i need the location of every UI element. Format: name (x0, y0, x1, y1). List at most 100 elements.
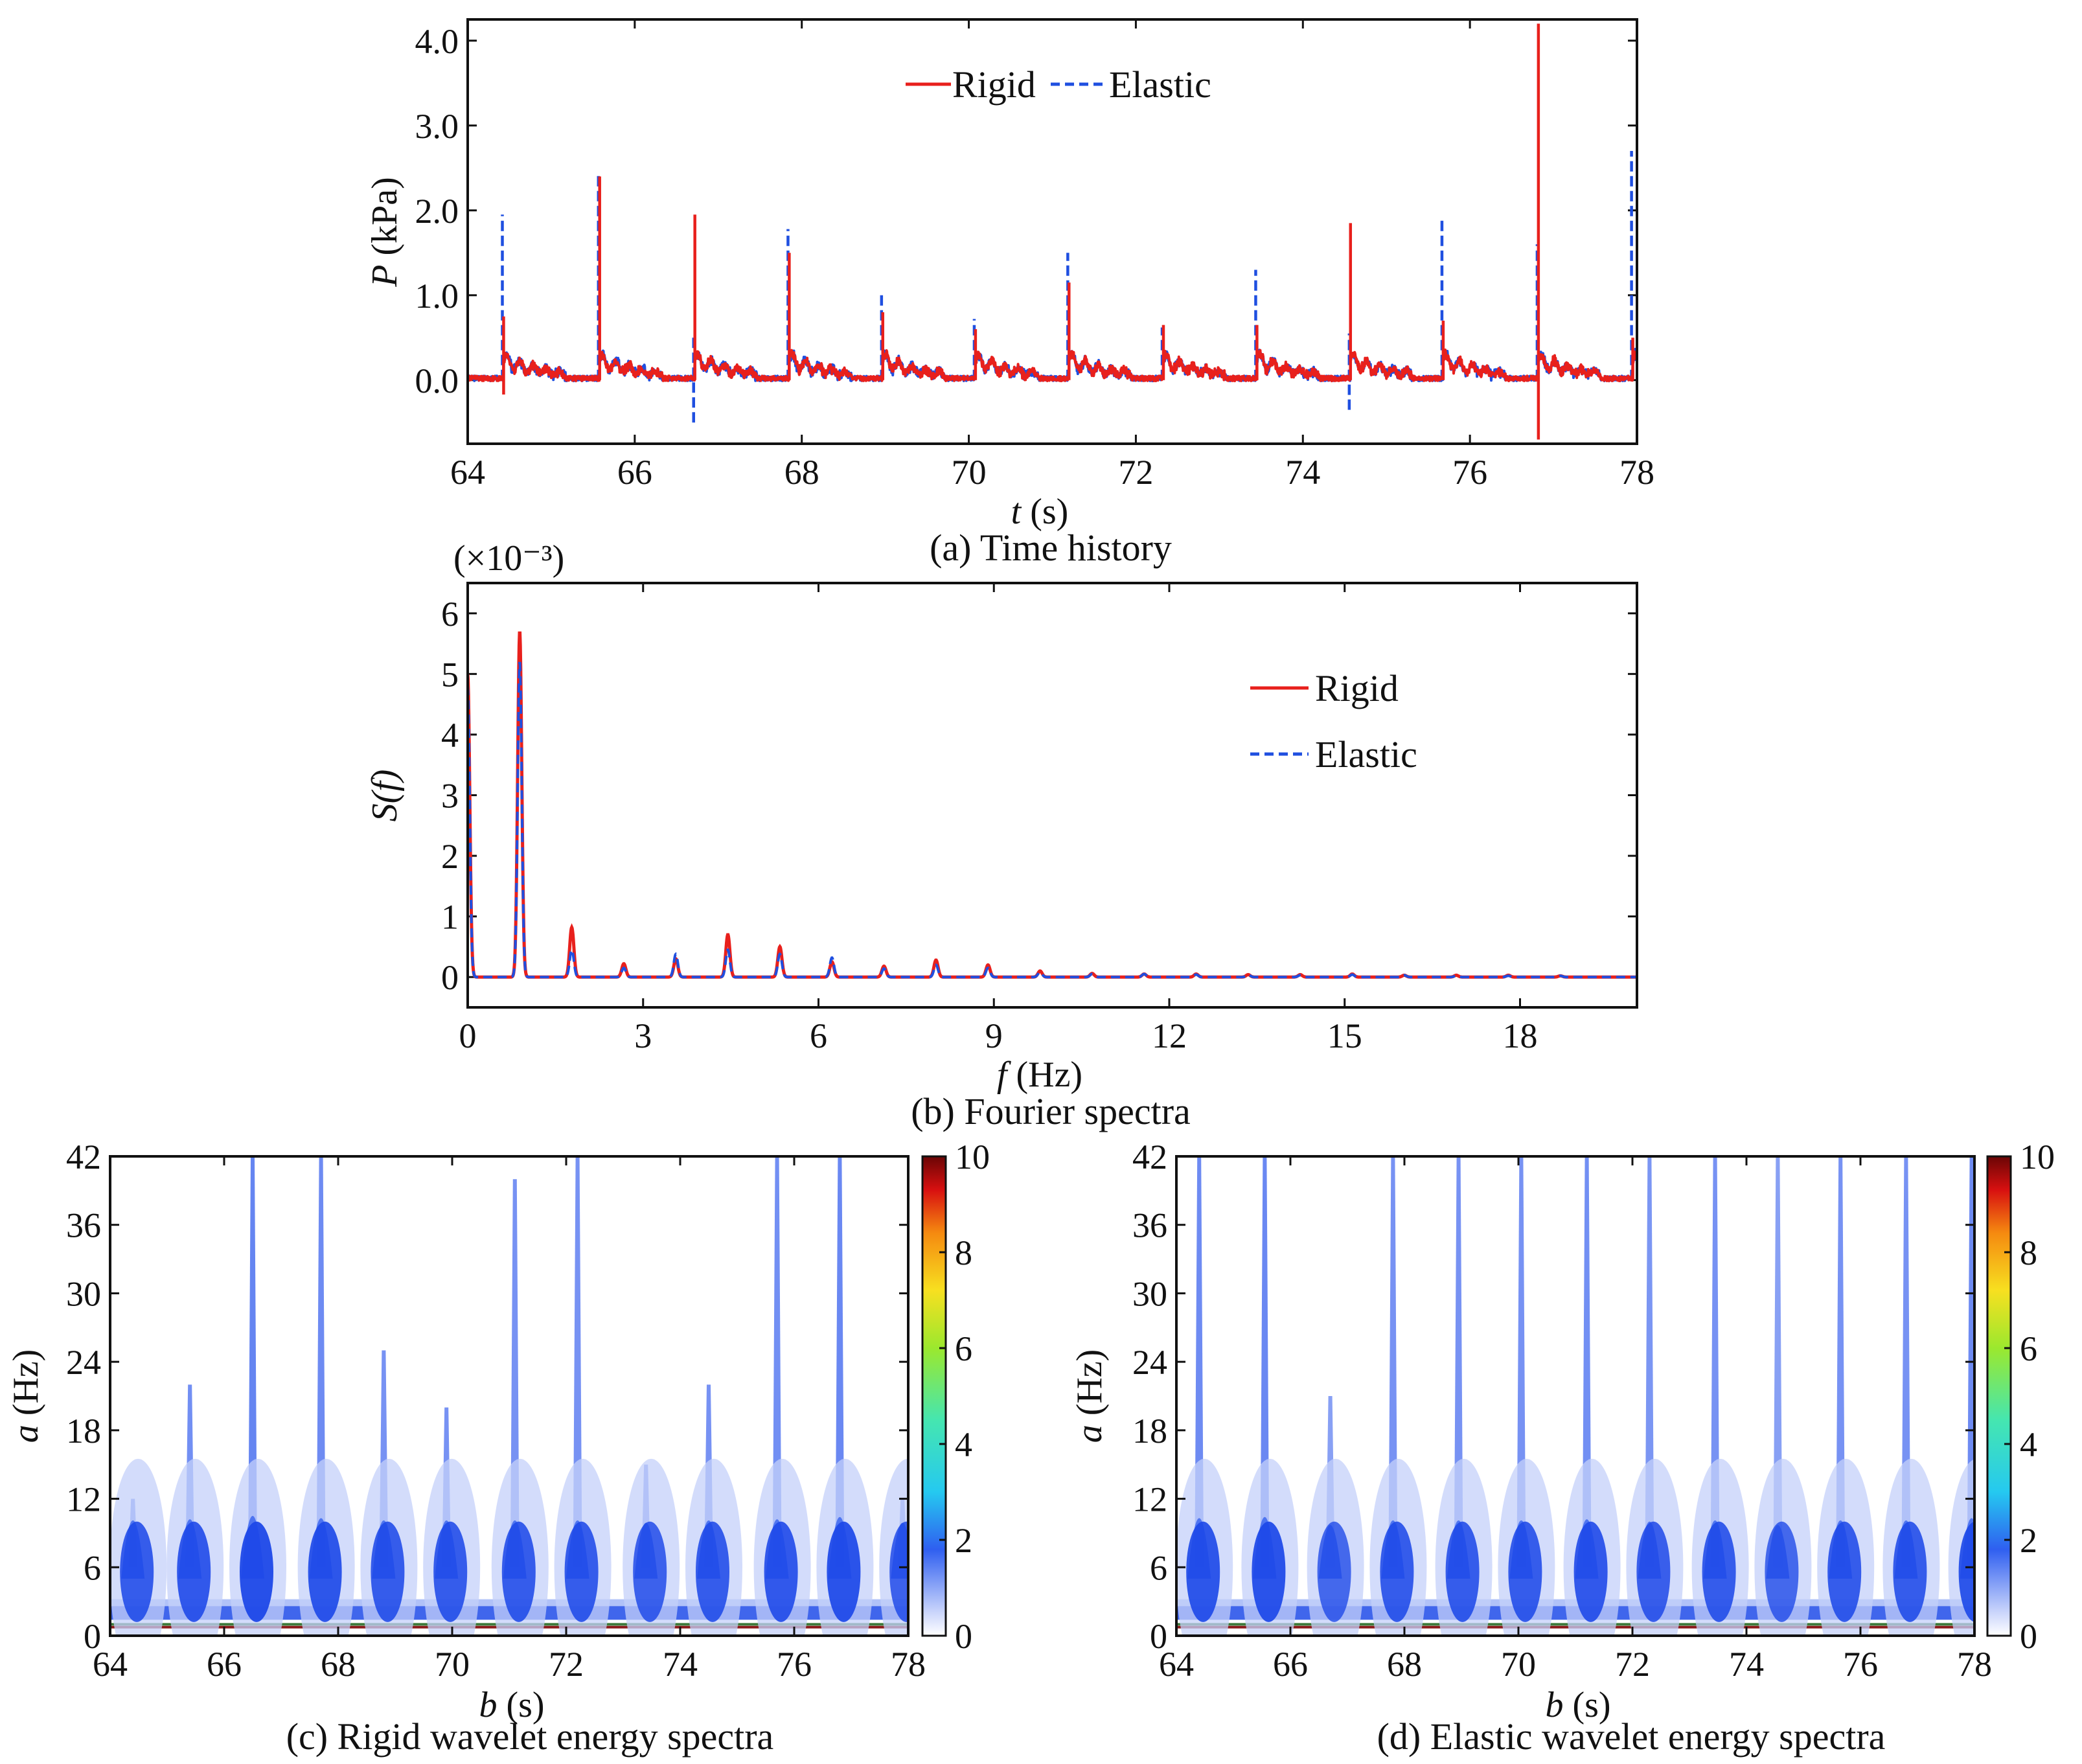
elastic-wavelet-energy-core (1252, 1521, 1286, 1622)
fourier-x-tick-label: 3 (634, 1016, 652, 1055)
rigid-wavelet-energy-core (433, 1521, 468, 1622)
elastic-wavelet-x-tick-label: 72 (1615, 1645, 1650, 1684)
elastic-wavelet-y-tick-label: 36 (1132, 1206, 1167, 1245)
fourier-x-tick-label: 6 (810, 1016, 827, 1055)
fourier-y-axis-label: S(f) (365, 770, 405, 822)
rigid-wavelet-energy-core (308, 1521, 342, 1622)
elastic-wavelet-energy-core (1702, 1521, 1736, 1622)
elastic-wavelet-x-tick-label: 66 (1273, 1645, 1308, 1684)
time-history-x-tick-label: 64 (450, 453, 485, 492)
elastic-wavelet-x-tick-label: 70 (1501, 1645, 1536, 1684)
elastic-wavelet-y-tick-label: 42 (1132, 1138, 1167, 1176)
time-history-y-tick-label: 0.0 (415, 361, 459, 400)
elastic-colorbar (1986, 1155, 2012, 1637)
elastic-wavelet-y-tick-label: 12 (1132, 1480, 1167, 1519)
fourier-plot-frame (466, 582, 1638, 1009)
rigid-wavelet-y-tick-label: 36 (66, 1206, 101, 1245)
elastic-wavelet-y-tick-label: 24 (1132, 1343, 1167, 1382)
rigid-wavelet-x-tick-label: 68 (321, 1645, 356, 1684)
rigid-wavelet-x-axis-label: b (s) (479, 1685, 544, 1725)
rigid-wavelet-energy-core (564, 1521, 599, 1622)
rigid-wavelet-energy-core (827, 1521, 861, 1622)
fourier-y-tick-label: 4 (441, 716, 459, 755)
fourier-y-tick-label: 0 (441, 958, 459, 997)
rigid-wavelet-energy-core (889, 1521, 908, 1622)
legend-elastic-label: Elastic (1109, 63, 1211, 106)
rigid-wavelet-x-tick-label: 72 (549, 1645, 584, 1684)
rigid-wavelet-energy-core (696, 1521, 729, 1622)
elastic-wavelet-colorbar-tick-label: 6 (2020, 1329, 2037, 1368)
elastic-wavelet-energy-core (1508, 1521, 1542, 1622)
fourier-legend: Rigid Elastic (1250, 667, 1417, 775)
rigid-wavelet-y-tick-label: 30 (66, 1274, 101, 1313)
rigid-wavelet-y-tick-label: 0 (84, 1617, 101, 1656)
time-history-x-tick-label: 66 (617, 453, 652, 492)
rigid-wavelet-x-tick-label: 78 (891, 1645, 926, 1684)
elastic-wavelet-colorbar-tick-label: 2 (2020, 1521, 2037, 1560)
elastic-wavelet-colorbar-tick-label: 10 (2020, 1138, 2055, 1176)
rigid-wavelet-caption: (c) Rigid wavelet energy spectra (286, 1715, 774, 1758)
time-history-y-axis-label: P (kPa) (365, 177, 405, 288)
time-history-x-tick-label: 68 (784, 453, 819, 492)
rigid-wavelet-colorbar-tick-label: 6 (955, 1329, 972, 1368)
fourier-y-tick-label: 3 (441, 777, 459, 816)
elastic-wavelet-energy-core (1636, 1521, 1671, 1622)
elastic-wavelet-energy-core (1765, 1521, 1799, 1622)
fourier-x-tick-label: 15 (1327, 1016, 1362, 1055)
fourier-x-tick-label: 18 (1503, 1016, 1538, 1055)
legend-rigid-label: Rigid (952, 63, 1036, 106)
rigid-wavelet-energy-core (177, 1521, 211, 1622)
time-history-y-tick-label: 2.0 (415, 192, 459, 231)
elastic-wavelet-x-tick-label: 74 (1729, 1645, 1764, 1684)
rigid-wavelet-y-tick-label: 6 (84, 1548, 101, 1587)
fourier-y-tick-label: 1 (441, 898, 459, 937)
rigid-wavelet-energy-core (764, 1521, 798, 1622)
rigid-wavelet-energy-core (633, 1521, 667, 1622)
rigid-wavelet-energy-core (120, 1521, 154, 1622)
elastic-wavelet-x-tick-label: 76 (1843, 1645, 1878, 1684)
elastic-wavelet-caption: (d) Elastic wavelet energy spectra (1377, 1715, 1886, 1758)
elastic-wavelet-x-axis-label: b (s) (1545, 1685, 1610, 1725)
rigid-wavelet-x-tick-label: 76 (777, 1645, 812, 1684)
elastic-wavelet-energy-core (1445, 1521, 1480, 1622)
rigid-wavelet-y-tick-label: 18 (66, 1412, 101, 1450)
rigid-wavelet-y-tick-label: 12 (66, 1480, 101, 1519)
rigid-wavelet-energy-core (240, 1521, 273, 1622)
elastic-wavelet-energy-core (1827, 1521, 1862, 1622)
rigid-wavelet-energy-core (371, 1521, 405, 1622)
fourier-caption: (b) Fourier spectra (911, 1090, 1191, 1132)
time-history-legend: Rigid Elastic (906, 63, 1211, 106)
rigid-wavelet-x-tick-label: 74 (663, 1645, 698, 1684)
series-rigid-spectrum (468, 631, 1637, 979)
fourier-y-tick-label: 6 (441, 595, 459, 634)
elastic-wavelet-y-axis-label: a (Hz) (1070, 1349, 1110, 1443)
elastic-wavelet-energy-core (1186, 1521, 1220, 1622)
elastic-wavelet-x-tick-label: 78 (1957, 1645, 1992, 1684)
time-history-x-tick-label: 76 (1452, 453, 1487, 492)
rigid-wavelet-energy-core (501, 1521, 536, 1622)
elastic-wavelet-plot-frame (1175, 1155, 1976, 1637)
rigid-wavelet-y-axis-label: a (Hz) (6, 1349, 46, 1443)
rigid-colorbar (921, 1155, 947, 1637)
elastic-wavelet-energy-core (1958, 1521, 1974, 1622)
elastic-wavelet-colorbar-tick-label: 8 (2020, 1233, 2037, 1272)
elastic-wavelet-energy-core (1380, 1521, 1414, 1622)
time-history-x-tick-label: 74 (1285, 453, 1320, 492)
series-elastic-spectrum (468, 661, 1637, 979)
time-history-y-tick-label: 4.0 (415, 22, 459, 61)
rigid-wavelet-plot-frame (109, 1155, 909, 1637)
rigid-wavelet-x-tick-label: 70 (435, 1645, 470, 1684)
time-history-panel: 64 66 68 70 72 74 76 78 0.0 1.0 2.0 3.0 4.0 Rigid El… (365, 18, 1654, 569)
elastic-wavelet-colorbar-tick-label: 0 (2020, 1617, 2037, 1656)
rigid-wavelet-y-tick-label: 24 (66, 1343, 101, 1382)
elastic-wavelet-x-tick-label: 68 (1387, 1645, 1422, 1684)
time-history-x-tick-label: 72 (1118, 453, 1153, 492)
rigid-wavelet-colorbar-tick-label: 0 (955, 1617, 972, 1656)
elastic-wavelet-y-tick-label: 6 (1150, 1548, 1167, 1587)
rigid-wavelet-colorbar-tick-label: 4 (955, 1425, 972, 1464)
time-history-x-tick-label: 70 (952, 453, 987, 492)
